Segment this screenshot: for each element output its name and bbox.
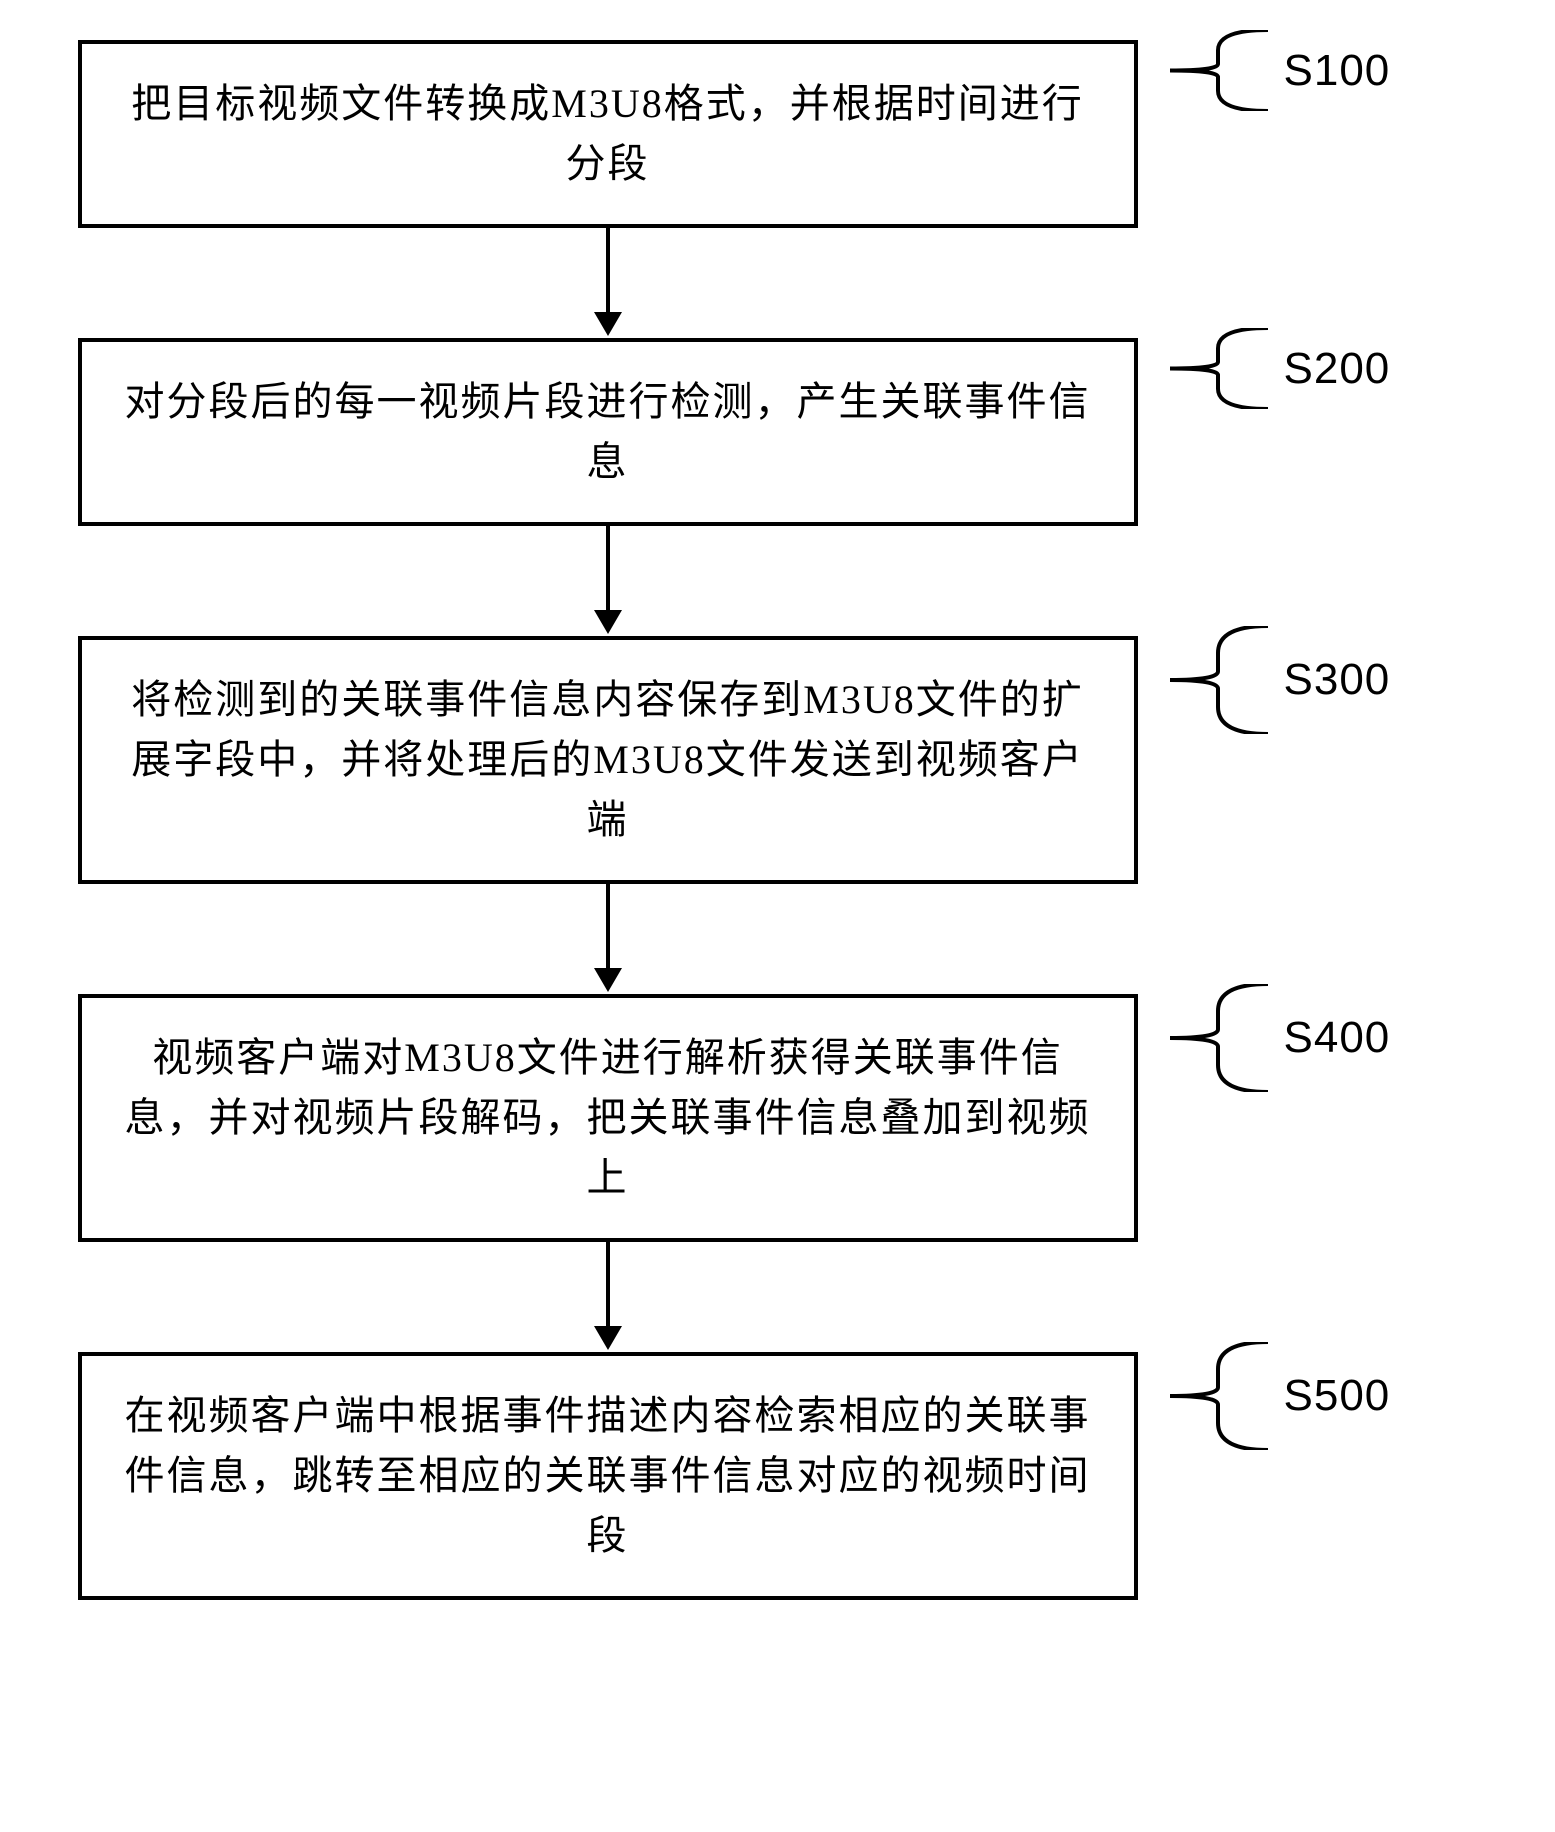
label-wrap: S100 xyxy=(1158,30,1391,111)
label-wrap: S400 xyxy=(1158,984,1391,1092)
step-label: S300 xyxy=(1284,655,1391,705)
step-box: 视频客户端对M3U8文件进行解析获得关联事件信息，并对视频片段解码，把关联事件信… xyxy=(78,994,1138,1242)
arrow-down-icon xyxy=(78,884,1138,994)
step-row: 在视频客户端中根据事件描述内容检索相应的关联事件信息，跳转至相应的关联事件信息对… xyxy=(78,1352,1478,1600)
step-box: 在视频客户端中根据事件描述内容检索相应的关联事件信息，跳转至相应的关联事件信息对… xyxy=(78,1352,1138,1600)
label-wrap: S500 xyxy=(1158,1342,1391,1450)
label-wrap: S200 xyxy=(1158,328,1391,409)
label-wrap: S300 xyxy=(1158,626,1391,734)
step-box: 对分段后的每一视频片段进行检测，产生关联事件信息 xyxy=(78,338,1138,526)
step-label: S100 xyxy=(1284,46,1391,96)
flowchart-container: 把目标视频文件转换成M3U8格式，并根据时间进行分段 S100 对分段后的每一视… xyxy=(78,40,1478,1600)
step-box: 把目标视频文件转换成M3U8格式，并根据时间进行分段 xyxy=(78,40,1138,228)
arrow-down-icon xyxy=(78,1242,1138,1352)
step-label: S400 xyxy=(1284,1013,1391,1063)
step-row: 视频客户端对M3U8文件进行解析获得关联事件信息，并对视频片段解码，把关联事件信… xyxy=(78,994,1478,1242)
step-label: S200 xyxy=(1284,344,1391,394)
step-row: 对分段后的每一视频片段进行检测，产生关联事件信息 S200 xyxy=(78,338,1478,526)
step-row: 将检测到的关联事件信息内容保存到M3U8文件的扩展字段中，并将处理后的M3U8文… xyxy=(78,636,1478,884)
step-label: S500 xyxy=(1284,1371,1391,1421)
arrow-down-icon xyxy=(78,526,1138,636)
step-box: 将检测到的关联事件信息内容保存到M3U8文件的扩展字段中，并将处理后的M3U8文… xyxy=(78,636,1138,884)
arrow-down-icon xyxy=(78,228,1138,338)
step-row: 把目标视频文件转换成M3U8格式，并根据时间进行分段 S100 xyxy=(78,40,1478,228)
